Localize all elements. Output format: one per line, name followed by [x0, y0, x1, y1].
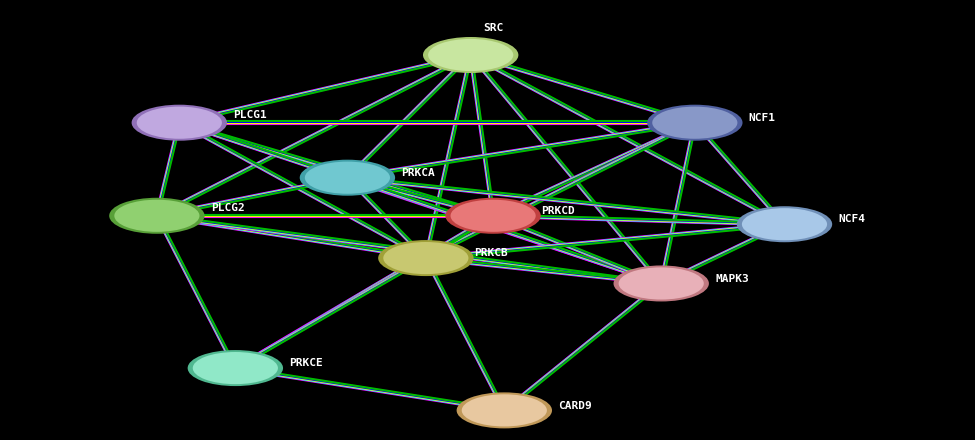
Text: NCF1: NCF1	[749, 113, 776, 123]
Circle shape	[446, 198, 541, 234]
Circle shape	[109, 198, 205, 234]
Circle shape	[299, 160, 395, 196]
Text: PLCG1: PLCG1	[233, 110, 267, 120]
Circle shape	[378, 240, 474, 276]
Circle shape	[305, 161, 390, 194]
Text: PRKCA: PRKCA	[401, 168, 435, 178]
Circle shape	[428, 39, 513, 71]
Text: MAPK3: MAPK3	[715, 274, 749, 284]
Circle shape	[423, 37, 519, 73]
Circle shape	[114, 200, 200, 232]
Circle shape	[136, 106, 222, 139]
Circle shape	[647, 105, 743, 141]
Circle shape	[187, 350, 283, 386]
Text: PRKCD: PRKCD	[541, 206, 575, 216]
Text: PRKCB: PRKCB	[474, 248, 508, 258]
Circle shape	[742, 208, 827, 240]
Circle shape	[450, 200, 535, 232]
Circle shape	[193, 352, 278, 384]
Circle shape	[613, 265, 709, 301]
Circle shape	[462, 394, 547, 426]
Circle shape	[132, 105, 227, 141]
Text: CARD9: CARD9	[558, 400, 592, 411]
Circle shape	[618, 268, 704, 300]
Text: PLCG2: PLCG2	[211, 203, 245, 213]
Circle shape	[652, 106, 737, 139]
Text: PRKCE: PRKCE	[290, 358, 323, 368]
Text: NCF4: NCF4	[838, 214, 865, 224]
Text: SRC: SRC	[483, 22, 503, 33]
Circle shape	[456, 392, 552, 429]
Circle shape	[737, 206, 833, 242]
Circle shape	[383, 242, 468, 274]
